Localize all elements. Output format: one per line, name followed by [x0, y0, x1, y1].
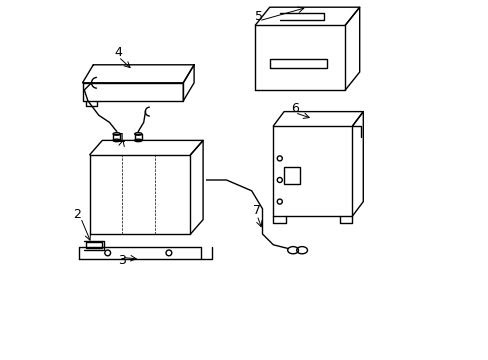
Text: 4: 4 [114, 46, 122, 59]
Text: 7: 7 [253, 204, 261, 217]
Text: 1: 1 [118, 132, 126, 145]
Bar [284, 167, 300, 184]
Bar [86, 242, 102, 248]
Text: 3: 3 [118, 255, 126, 267]
Text: 6: 6 [290, 102, 298, 114]
Text: 5: 5 [254, 10, 263, 23]
Text: 2: 2 [73, 208, 81, 221]
